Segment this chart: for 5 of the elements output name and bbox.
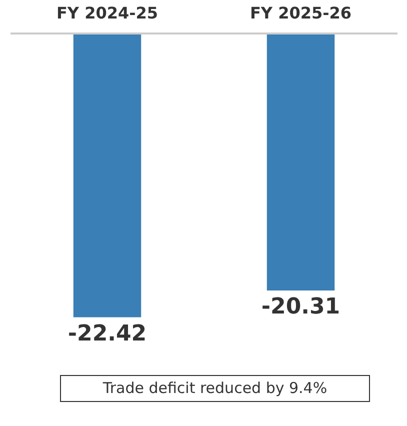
x-tick-label: FY 2024-25 xyxy=(56,4,158,22)
data-label: -20.31 xyxy=(261,294,340,320)
data-label: -22.42 xyxy=(68,321,147,346)
text: Trade deficit reduced by 9.4% xyxy=(102,378,328,399)
x-tick-label: FY 2025-26 xyxy=(250,4,352,22)
